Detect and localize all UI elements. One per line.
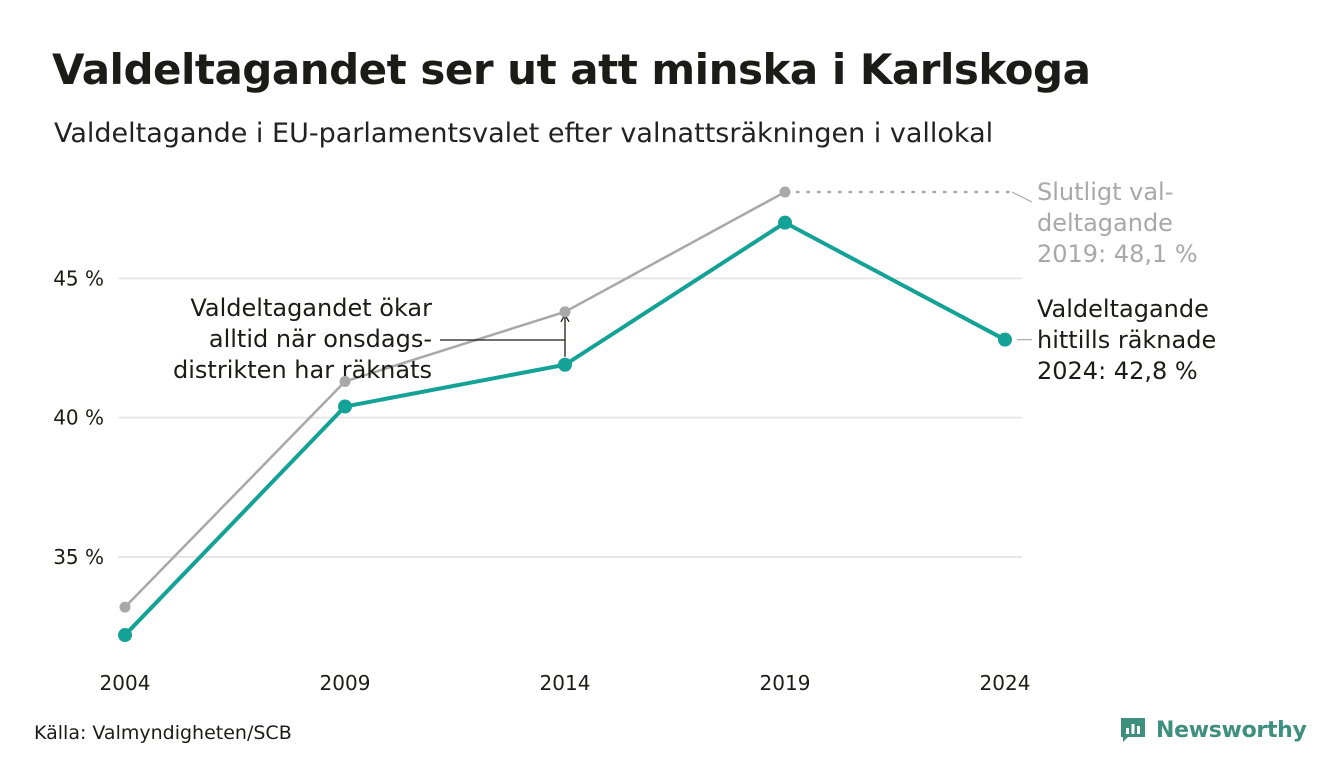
data-point-counted xyxy=(338,399,352,414)
source-note: Källa: Valmyndigheten/SCB xyxy=(34,722,292,744)
data-point-counted xyxy=(998,332,1012,347)
data-point-final xyxy=(119,601,131,613)
data-point-final xyxy=(779,186,791,198)
series-lines xyxy=(123,190,1006,637)
newsworthy-logo-icon xyxy=(1121,718,1145,742)
note-annotation: Valdeltagandet ökar xyxy=(190,294,432,322)
y-axis-ticks: 35 % 40 % 45 % xyxy=(53,266,104,569)
data-point-final xyxy=(559,306,571,318)
x-axis-ticks: 2004 2009 2014 2019 2024 xyxy=(100,671,1031,695)
final-label-connector xyxy=(1011,191,1033,203)
brand-name: Newsworthy xyxy=(1156,717,1307,743)
data-point-counted xyxy=(778,215,792,230)
final-series-label: Slutligt val- xyxy=(1037,178,1173,206)
counted-series-label: hittills räknade xyxy=(1037,326,1216,354)
annotations: Slutligt val-deltagande 2019: 48,1 % Valde… xyxy=(173,178,1216,385)
data-point-counted xyxy=(118,628,132,643)
data-point-final xyxy=(339,375,351,387)
chart-subtitle: Valdeltagande i EU-parlamentsvalet efter… xyxy=(54,118,994,149)
y-tick-label: 40 % xyxy=(53,406,104,430)
final-series-label: deltagande xyxy=(1037,209,1173,237)
final-series-label: 2019: 48,1 % xyxy=(1037,240,1198,268)
x-tick-label: 2024 xyxy=(980,671,1031,695)
counted-series-label: 2024: 42,8 % xyxy=(1037,357,1198,385)
chart-title: Valdeltagandet ser ut att minska i Karls… xyxy=(52,45,1091,94)
series-points xyxy=(118,186,1012,643)
y-tick-label: 35 % xyxy=(53,545,104,569)
brand-logo: Newsworthy xyxy=(1118,712,1307,748)
x-tick-label: 2019 xyxy=(760,671,811,695)
series-line-counted xyxy=(123,220,1006,637)
data-point-counted xyxy=(558,357,572,372)
x-tick-label: 2014 xyxy=(540,671,591,695)
gridlines xyxy=(118,277,1022,558)
y-tick-label: 45 % xyxy=(53,266,104,290)
series-line-final xyxy=(124,190,786,609)
x-tick-label: 2009 xyxy=(320,671,371,695)
x-tick-label: 2004 xyxy=(100,671,151,695)
note-annotation: distrikten har räknats xyxy=(173,356,432,384)
note-annotation: alltid när onsdags- xyxy=(209,325,432,353)
counted-series-label: Valdeltagande xyxy=(1037,295,1209,323)
